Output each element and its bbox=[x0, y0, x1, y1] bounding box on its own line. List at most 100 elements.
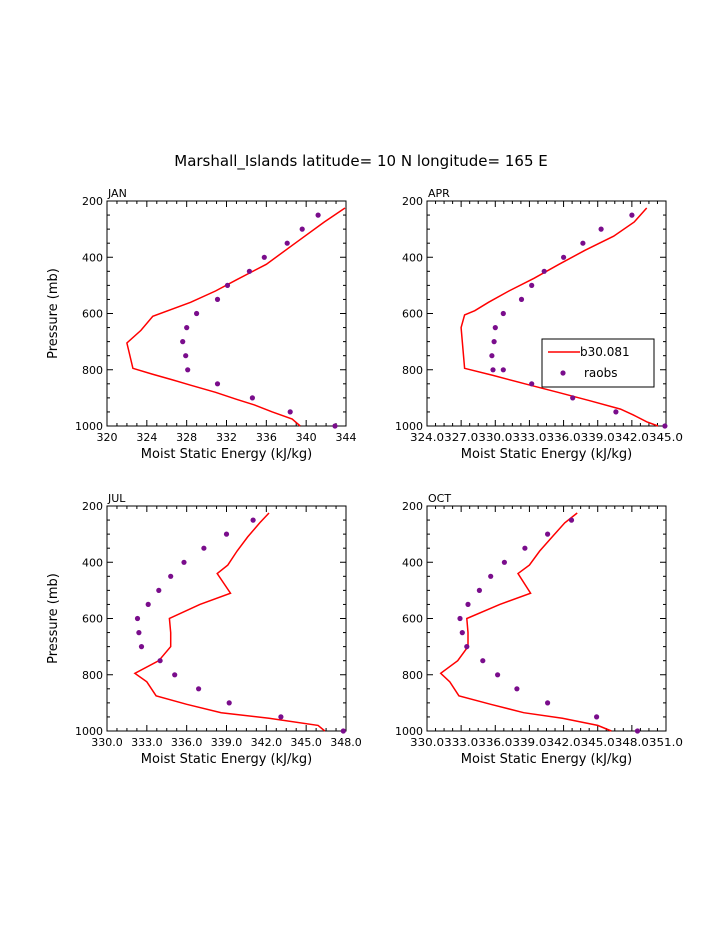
x-tick-label-jul: 333.0 bbox=[131, 736, 163, 749]
legend: b30.081 raobs bbox=[541, 338, 655, 388]
y-tick-label-oct: 200 bbox=[402, 500, 423, 513]
data-point-raobs-apr bbox=[529, 381, 535, 387]
data-point-raobs-jul bbox=[136, 630, 142, 636]
x-axis-label-jul: Moist Static Energy (kJ/kg) bbox=[141, 752, 312, 767]
data-point-raobs-jan bbox=[249, 395, 255, 401]
x-tick-label-jul: 345.0 bbox=[290, 736, 322, 749]
panel-label-apr: APR bbox=[428, 187, 450, 200]
data-point-raobs-apr bbox=[518, 296, 525, 302]
data-point-raobs-oct bbox=[465, 601, 471, 608]
data-point-raobs-apr bbox=[492, 325, 498, 331]
y-tick-label-apr: 800 bbox=[402, 364, 423, 377]
series-line-b30-081-oct bbox=[439, 512, 612, 732]
y-tick-label-jul: 1000 bbox=[75, 725, 103, 738]
data-point-raobs-apr bbox=[529, 282, 535, 288]
plot-frame-jan bbox=[106, 200, 347, 427]
data-point-raobs-oct bbox=[522, 545, 528, 551]
plot-frame-apr bbox=[426, 200, 667, 427]
data-point-raobs-jul bbox=[201, 545, 207, 551]
x-tick-label-jan: 328 bbox=[176, 431, 197, 444]
data-point-raobs-apr bbox=[500, 310, 506, 317]
data-point-raobs-apr bbox=[598, 226, 604, 232]
data-point-raobs-oct bbox=[488, 573, 494, 579]
y-tick-label-jan: 1000 bbox=[75, 420, 103, 433]
panel-jan: JAN 320 324 328 332 336 340 344 200 400 600 800 1000… bbox=[46, 187, 357, 462]
data-point-raobs-jul bbox=[223, 531, 230, 537]
y-tick-label-jan: 200 bbox=[82, 195, 103, 208]
y-tick-label-jul: 600 bbox=[82, 613, 103, 626]
y-tick-label-oct: 400 bbox=[402, 556, 423, 569]
data-point-raobs-oct bbox=[476, 587, 482, 594]
data-point-raobs-apr bbox=[491, 339, 497, 345]
series-line-b30-081-jan bbox=[126, 207, 346, 427]
data-point-raobs-jul bbox=[196, 686, 202, 692]
data-point-raobs-jan bbox=[261, 254, 267, 260]
y-tick-label-jan: 800 bbox=[82, 364, 103, 377]
series-line-b30-081-jul bbox=[133, 512, 326, 732]
figure-title: Marshall_Islands latitude= 10 N longitud… bbox=[174, 152, 547, 171]
data-point-raobs-oct bbox=[501, 559, 507, 565]
y-tick-label-apr: 400 bbox=[402, 251, 423, 264]
data-point-raobs-jan bbox=[214, 381, 221, 387]
data-point-raobs-oct bbox=[568, 517, 575, 523]
x-tick-label-jan: 320 bbox=[97, 431, 118, 444]
y-axis-label-jul: Pressure (mb) bbox=[46, 573, 61, 664]
data-point-raobs-apr bbox=[580, 240, 586, 246]
data-point-raobs-oct bbox=[594, 714, 600, 720]
data-point-raobs-oct bbox=[514, 686, 520, 692]
data-point-raobs-jan bbox=[180, 339, 186, 345]
data-point-raobs-jul bbox=[340, 728, 346, 734]
plot-frame-jul bbox=[106, 505, 347, 732]
data-point-raobs-apr bbox=[662, 423, 668, 429]
data-point-raobs-jul bbox=[138, 644, 145, 650]
data-point-raobs-oct bbox=[634, 728, 641, 734]
data-point-raobs-jan bbox=[194, 310, 200, 317]
data-point-raobs-jul bbox=[168, 573, 174, 579]
data-point-raobs-jul bbox=[181, 559, 187, 565]
y-tick-label-jan: 400 bbox=[82, 251, 103, 264]
x-axis-label-apr: Moist Static Energy (kJ/kg) bbox=[461, 447, 632, 462]
data-point-raobs-jan bbox=[184, 325, 190, 331]
series-line-b30-081-apr bbox=[460, 207, 659, 427]
x-tick-label-jul: 339.0 bbox=[211, 736, 243, 749]
y-tick-label-jul: 400 bbox=[82, 556, 103, 569]
x-tick-label-jul: 348.0 bbox=[330, 736, 362, 749]
x-tick-labels-apr: 324.0327.0330.0333.0336.0339.0342.0345.0 bbox=[410, 431, 683, 444]
data-point-raobs-apr bbox=[489, 353, 495, 359]
panel-label-jan: JAN bbox=[107, 187, 127, 200]
data-point-raobs-jan bbox=[214, 296, 221, 302]
data-point-raobs-jan bbox=[284, 240, 290, 246]
panel-apr: APR 324.0327.0330.0333.0336.0339.0342.034… bbox=[395, 187, 683, 462]
data-point-raobs-jan bbox=[224, 282, 231, 288]
x-tick-label-jul: 330.0 bbox=[91, 736, 123, 749]
data-point-raobs-oct bbox=[495, 672, 501, 678]
y-tick-label-apr: 600 bbox=[402, 308, 423, 321]
data-point-raobs-apr bbox=[490, 367, 496, 373]
data-point-raobs-apr bbox=[629, 212, 635, 218]
data-point-raobs-jul bbox=[156, 587, 162, 594]
x-tick-label-jan: 324 bbox=[136, 431, 157, 444]
y-tick-label-jul: 200 bbox=[82, 500, 103, 513]
data-point-raobs-oct bbox=[459, 630, 465, 636]
data-point-raobs-jan bbox=[246, 268, 252, 274]
data-point-raobs-apr bbox=[541, 268, 547, 274]
data-point-raobs-jan bbox=[332, 423, 338, 429]
data-point-raobs-jan bbox=[183, 353, 189, 359]
y-tick-label-jan: 600 bbox=[82, 308, 103, 321]
y-tick-label-apr: 1000 bbox=[395, 420, 423, 433]
y-tick-label-oct: 800 bbox=[402, 669, 423, 682]
y-axis-label-jan: Pressure (mb) bbox=[46, 268, 61, 359]
data-point-raobs-jan bbox=[315, 212, 321, 218]
legend-dot-swatch bbox=[560, 370, 566, 376]
x-tick-label-jan: 344 bbox=[336, 431, 357, 444]
data-point-raobs-jul bbox=[157, 658, 163, 664]
data-point-raobs-jan bbox=[185, 367, 191, 373]
x-tick-label-jan: 336 bbox=[256, 431, 277, 444]
panels: JAN 320 324 328 332 336 340 344 200 400 600 800 1000… bbox=[46, 187, 683, 767]
data-point-raobs-oct bbox=[480, 658, 486, 664]
data-point-raobs-apr bbox=[561, 254, 567, 260]
y-tick-label-oct: 1000 bbox=[395, 725, 423, 738]
data-point-raobs-oct bbox=[545, 700, 551, 706]
legend-label-raobs: raobs bbox=[584, 366, 618, 380]
